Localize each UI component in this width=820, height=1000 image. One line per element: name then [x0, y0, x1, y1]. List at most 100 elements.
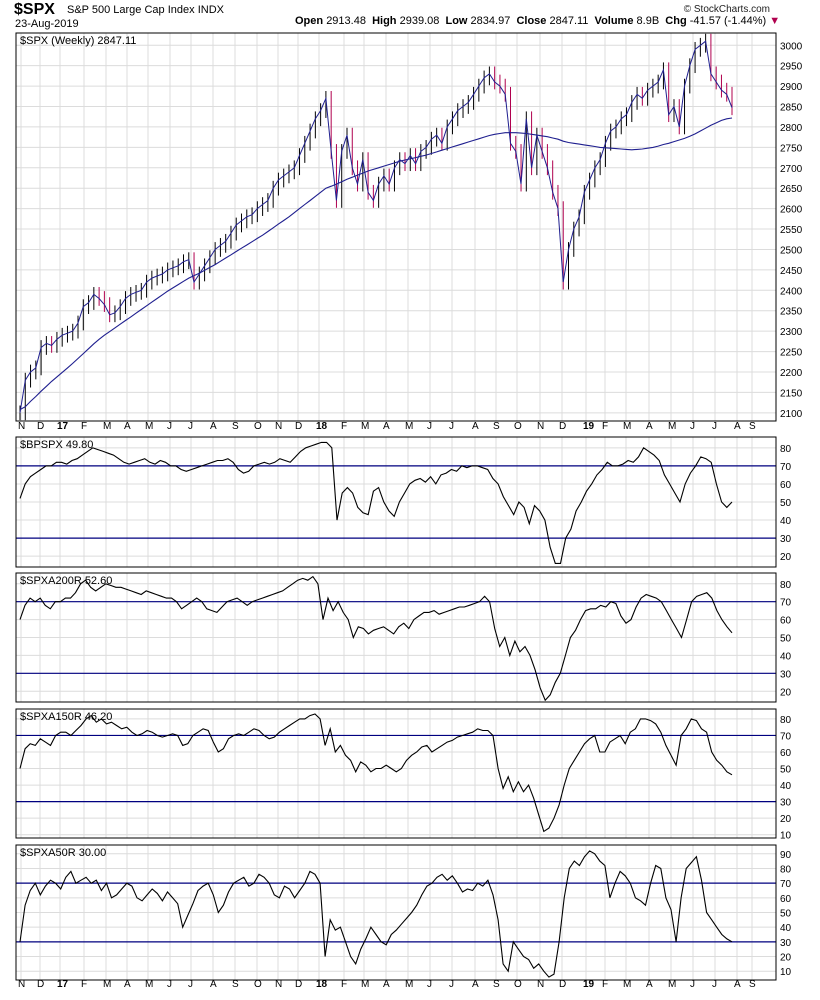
y-tick-label: 80	[780, 444, 792, 455]
y-tick-label: 40	[780, 651, 792, 662]
x-tick-label: S	[749, 421, 756, 432]
y-tick-label: 10	[780, 967, 792, 978]
x-tick-label: M	[145, 421, 153, 432]
exchange-code: INDX	[197, 4, 224, 16]
x-tick-label: O	[514, 421, 522, 432]
x-tick-label: A	[472, 421, 479, 432]
y-tick-label: 2150	[780, 388, 803, 399]
y-tick-label: 60	[780, 480, 792, 491]
x-tick-label: J	[167, 421, 172, 432]
y-tick-label: 50	[780, 909, 792, 920]
y-tick-label: 60	[780, 616, 792, 627]
high-value: 2939.08	[399, 15, 440, 27]
x-tick-label: F	[81, 979, 87, 990]
y-tick-label: 2100	[780, 409, 803, 420]
indicator-line	[19, 575, 733, 702]
indicator-line	[19, 441, 733, 564]
x-tick-label: S	[493, 979, 500, 990]
y-tick-label: 20	[780, 953, 792, 964]
x-tick-label: J	[167, 979, 172, 990]
y-tick-label: 70	[780, 731, 792, 742]
y-tick-label: 80	[780, 864, 792, 875]
x-tick-label: F	[341, 421, 347, 432]
x-tick-label: A	[124, 421, 131, 432]
y-tick-label: 10	[780, 831, 792, 842]
y-tick-label: 30	[780, 798, 792, 809]
y-tick-label: 80	[780, 580, 792, 591]
x-tick-label: A	[646, 421, 653, 432]
x-tick-label: N	[275, 979, 282, 990]
x-tick-label: M	[145, 979, 153, 990]
panel-label: $SPXA200R 52.60	[20, 575, 112, 587]
x-tick-label: A	[734, 979, 741, 990]
x-tick-label: J	[712, 421, 717, 432]
y-tick-label: 50	[780, 765, 792, 776]
x-tick-label: N	[537, 979, 544, 990]
down-arrow-icon: ▼	[769, 15, 781, 27]
panel-frame	[15, 572, 777, 703]
chart-symbol: $SPX	[14, 1, 55, 18]
y-tick-label: 2400	[780, 286, 803, 297]
y-tick-label: 30	[780, 534, 792, 545]
volume-value: 8.9B	[636, 15, 660, 27]
y-tick-label: 50	[780, 634, 792, 645]
x-tick-label: F	[341, 979, 347, 990]
x-tick-label: F	[602, 979, 608, 990]
y-tick-label: 20	[780, 687, 792, 698]
low-value: 2834.97	[470, 15, 511, 27]
change-value: -41.57 (-1.44%)	[689, 15, 767, 27]
moving-average-line	[19, 117, 733, 411]
x-tick-label: M	[668, 979, 676, 990]
x-tick-label: M	[623, 979, 631, 990]
high-label: High	[372, 15, 397, 27]
x-tick-label: M	[405, 421, 413, 432]
y-tick-label: 3000	[780, 41, 803, 52]
x-tick-label: M	[103, 421, 111, 432]
y-tick-label: 50	[780, 498, 792, 509]
x-tick-label: D	[37, 421, 44, 432]
y-tick-label: 80	[780, 715, 792, 726]
x-tick-label: S	[232, 979, 239, 990]
x-tick-label: D	[559, 979, 566, 990]
chart-name: S&P 500 Large Cap Index INDX	[67, 4, 224, 16]
y-tick-label: 2450	[780, 266, 803, 277]
x-tick-label: J	[427, 421, 432, 432]
volume-label: Volume	[594, 15, 634, 27]
brand-watermark: © StockCharts.com	[683, 4, 770, 15]
x-tick-label: J	[427, 979, 432, 990]
x-tick-label: A	[383, 979, 390, 990]
x-tick-label: O	[254, 979, 262, 990]
open-label: Open	[295, 15, 324, 27]
y-tick-label: 2650	[780, 184, 803, 195]
x-tick-label: 17	[57, 421, 69, 432]
x-tick-label: N	[537, 421, 544, 432]
y-tick-label: 2700	[780, 164, 803, 175]
y-tick-label: 2500	[780, 245, 803, 256]
x-tick-label: J	[690, 979, 695, 990]
x-tick-label: M	[623, 421, 631, 432]
panel-label: $SPX (Weekly) 2847.11	[20, 35, 136, 47]
x-tick-label: J	[188, 421, 193, 432]
y-tick-label: 60	[780, 894, 792, 905]
y-tick-label: 70	[780, 462, 792, 473]
x-tick-label: 18	[316, 421, 328, 432]
y-tick-label: 2800	[780, 123, 803, 134]
x-tick-label: M	[103, 979, 111, 990]
x-tick-label: S	[493, 421, 500, 432]
quote-bar: Open 2913.48 High 2939.08 Low 2834.97 Cl…	[295, 15, 780, 27]
x-tick-label: D	[295, 421, 302, 432]
x-tick-label: O	[514, 979, 522, 990]
y-tick-label: 2850	[780, 103, 803, 114]
indicator-line	[19, 850, 733, 978]
y-tick-label: 2350	[780, 307, 803, 318]
y-tick-label: 2200	[780, 368, 803, 379]
low-label: Low	[445, 15, 468, 27]
x-tick-label: 19	[583, 979, 595, 990]
x-tick-label: F	[81, 421, 87, 432]
x-tick-label: N	[275, 421, 282, 432]
x-tick-label: M	[405, 979, 413, 990]
x-tick-label: A	[210, 421, 217, 432]
index-name: S&P 500 Large Cap Index	[67, 4, 195, 16]
